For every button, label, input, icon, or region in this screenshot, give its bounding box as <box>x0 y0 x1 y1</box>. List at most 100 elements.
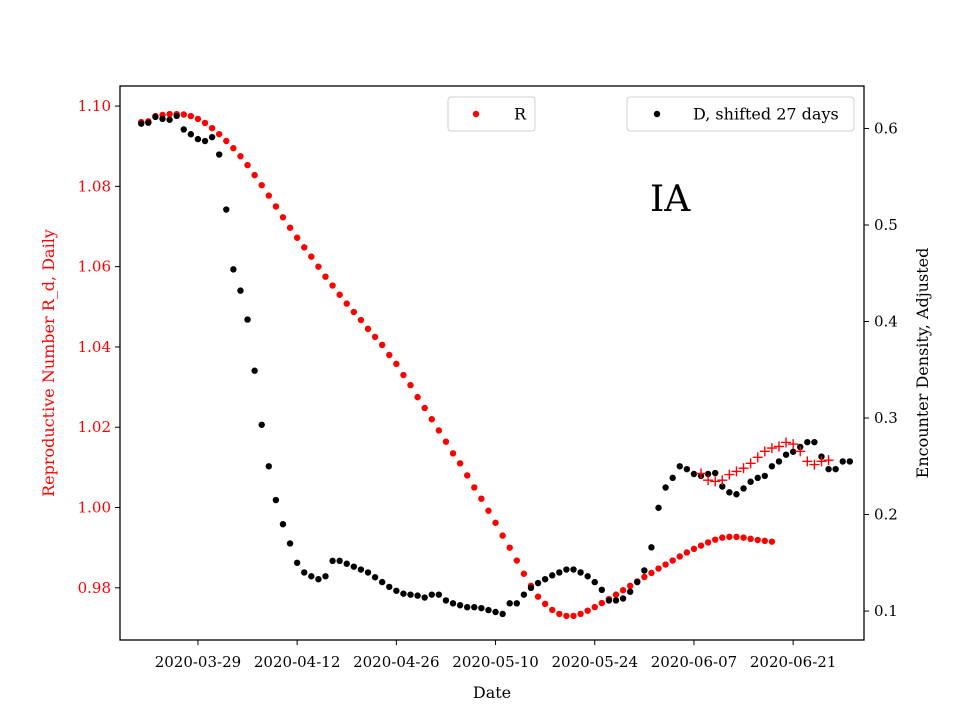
data-point <box>364 569 372 576</box>
data-point <box>754 474 761 482</box>
data-point <box>733 533 740 541</box>
state-annotation: IA <box>650 179 691 220</box>
data-point <box>754 536 761 544</box>
data-point <box>719 483 726 490</box>
data-point <box>400 371 407 379</box>
data-point <box>449 600 457 607</box>
data-point <box>648 544 655 551</box>
data-point <box>138 120 145 127</box>
data-point <box>208 133 216 141</box>
data-point <box>322 573 329 580</box>
y-right-tick-label: 0.4 <box>874 312 898 330</box>
data-point <box>775 458 783 465</box>
data-point <box>619 595 627 602</box>
data-point <box>336 557 343 565</box>
data-point <box>223 206 230 213</box>
data-point <box>832 465 839 473</box>
data-point <box>258 181 265 189</box>
data-point <box>194 115 202 123</box>
data-point <box>612 591 620 598</box>
data-point <box>272 203 280 210</box>
data-point <box>329 557 336 565</box>
data-point <box>485 606 492 614</box>
data-point <box>499 532 506 539</box>
data-point <box>527 584 535 592</box>
data-point <box>478 604 485 612</box>
x-tick-label: 2020-06-07 <box>651 653 737 671</box>
data-point <box>464 472 471 479</box>
data-point <box>549 572 556 579</box>
data-point <box>279 520 287 528</box>
data-point <box>584 607 591 614</box>
data-point <box>704 539 712 546</box>
data-point <box>612 597 620 604</box>
data-point <box>166 110 173 118</box>
y-right-tick-label: 0.5 <box>874 216 898 234</box>
data-point <box>442 597 450 604</box>
data-point <box>315 263 322 270</box>
data-point <box>258 421 265 428</box>
legend-d-marker <box>653 110 661 118</box>
data-point <box>442 438 450 445</box>
data-point <box>286 540 294 547</box>
data-point <box>513 557 520 564</box>
data-point <box>669 474 676 482</box>
data-point <box>371 574 379 581</box>
data-point <box>804 438 811 446</box>
data-point <box>761 472 768 480</box>
data-point <box>747 478 754 485</box>
data-point <box>499 610 506 618</box>
data-point <box>308 573 315 580</box>
data-point <box>697 542 705 549</box>
data-point <box>825 465 832 473</box>
data-point <box>180 111 187 118</box>
data-point <box>187 112 195 120</box>
data-point <box>712 536 719 543</box>
data-point <box>683 549 691 556</box>
data-point-plus <box>816 456 827 467</box>
data-point <box>570 566 577 573</box>
data-point <box>676 463 683 470</box>
data-point <box>478 495 485 502</box>
data-point <box>733 491 740 498</box>
data-point <box>315 575 322 583</box>
series-1 <box>138 112 854 618</box>
data-point <box>605 597 613 604</box>
x-tick-label: 2020-05-24 <box>552 653 638 671</box>
data-point <box>577 610 584 618</box>
y-left-tick-label: 1.08 <box>78 177 111 195</box>
data-point <box>584 573 591 580</box>
data-point <box>726 533 733 541</box>
data-point <box>471 484 478 491</box>
data-point <box>378 578 386 586</box>
data-point <box>251 367 258 374</box>
data-point <box>655 504 662 511</box>
data-point <box>371 333 379 341</box>
data-point-plus <box>717 475 728 486</box>
data-point-plus <box>802 456 813 467</box>
series-2 <box>696 437 834 487</box>
y-left-axis-title: Reproductive Number R_d, Daily <box>39 229 58 497</box>
data-point <box>194 135 202 143</box>
data-point <box>180 126 187 133</box>
data-point <box>159 115 166 123</box>
data-point <box>655 565 662 572</box>
data-point <box>407 591 414 598</box>
data-point <box>364 325 372 333</box>
data-point <box>846 458 854 465</box>
legend-d-box <box>626 96 855 132</box>
data-point <box>704 470 712 478</box>
data-point <box>223 137 230 145</box>
data-point <box>520 591 528 598</box>
data-point <box>591 578 598 586</box>
data-point <box>570 612 577 620</box>
data-point <box>400 590 407 597</box>
data-point <box>357 316 365 324</box>
data-point <box>343 300 350 307</box>
marks-layer <box>138 110 854 620</box>
y-right-axis-title: Encounter Density, Adjusted <box>913 248 932 479</box>
data-point <box>428 591 435 598</box>
data-point <box>456 602 464 609</box>
data-point <box>626 582 634 590</box>
data-point <box>626 588 634 595</box>
